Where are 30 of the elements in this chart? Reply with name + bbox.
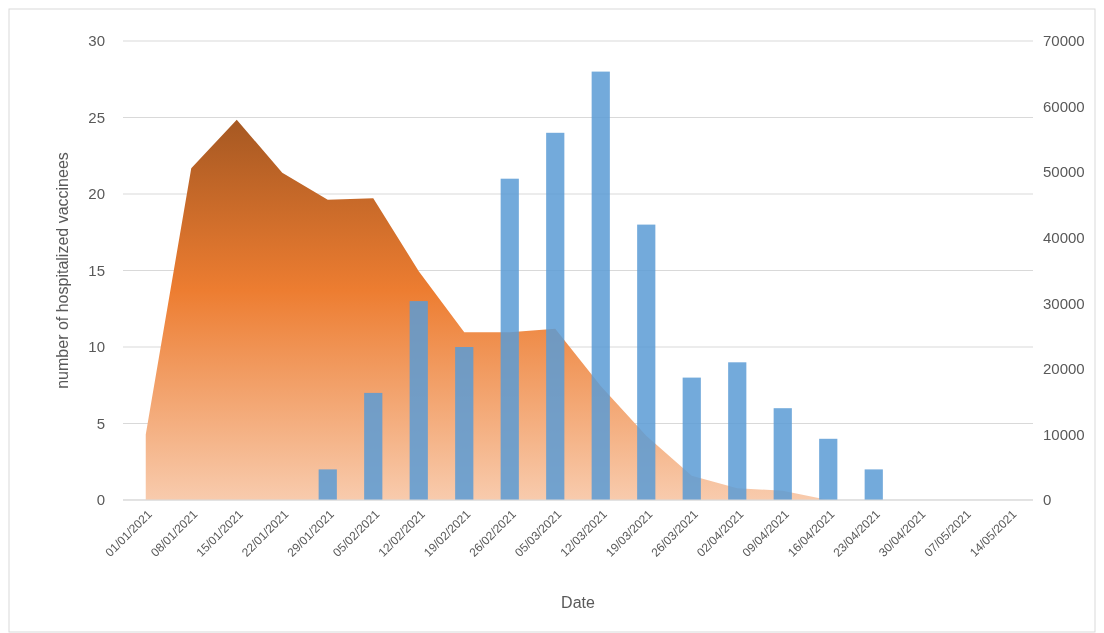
bar: [819, 438, 838, 500]
y2-tick-label: 30000: [1043, 294, 1085, 312]
bar: [455, 347, 474, 500]
bar: [318, 469, 337, 500]
y-tick-label: 25: [88, 108, 105, 126]
bar: [637, 224, 656, 500]
y-tick-label: 20: [88, 185, 105, 203]
y-tick-label: 0: [96, 491, 105, 509]
bar: [773, 408, 792, 500]
bar: [409, 301, 428, 500]
bar: [591, 71, 610, 500]
y2-tick-label: 50000: [1043, 163, 1085, 181]
y2-tick-label: 20000: [1043, 360, 1085, 378]
y2-tick-label: 10000: [1043, 425, 1085, 443]
y2-tick-label: 0: [1043, 491, 1052, 509]
y-tick-label: 10: [88, 338, 105, 356]
y-tick-label: 15: [88, 261, 105, 279]
bar: [682, 377, 701, 500]
y2-tick-label: 60000: [1043, 97, 1085, 115]
y-axis-title: number of hospitalized vaccinees: [54, 152, 71, 389]
bar: [500, 178, 519, 500]
y2-tick-label: 40000: [1043, 228, 1085, 246]
bar: [864, 469, 883, 500]
y2-tick-label: 70000: [1043, 32, 1085, 50]
y-tick-label: 5: [96, 414, 105, 432]
x-axis-title: Date: [561, 594, 595, 611]
bar: [728, 362, 747, 500]
bar: [546, 132, 565, 500]
bar: [364, 392, 383, 500]
y-tick-label: 30: [88, 32, 105, 50]
